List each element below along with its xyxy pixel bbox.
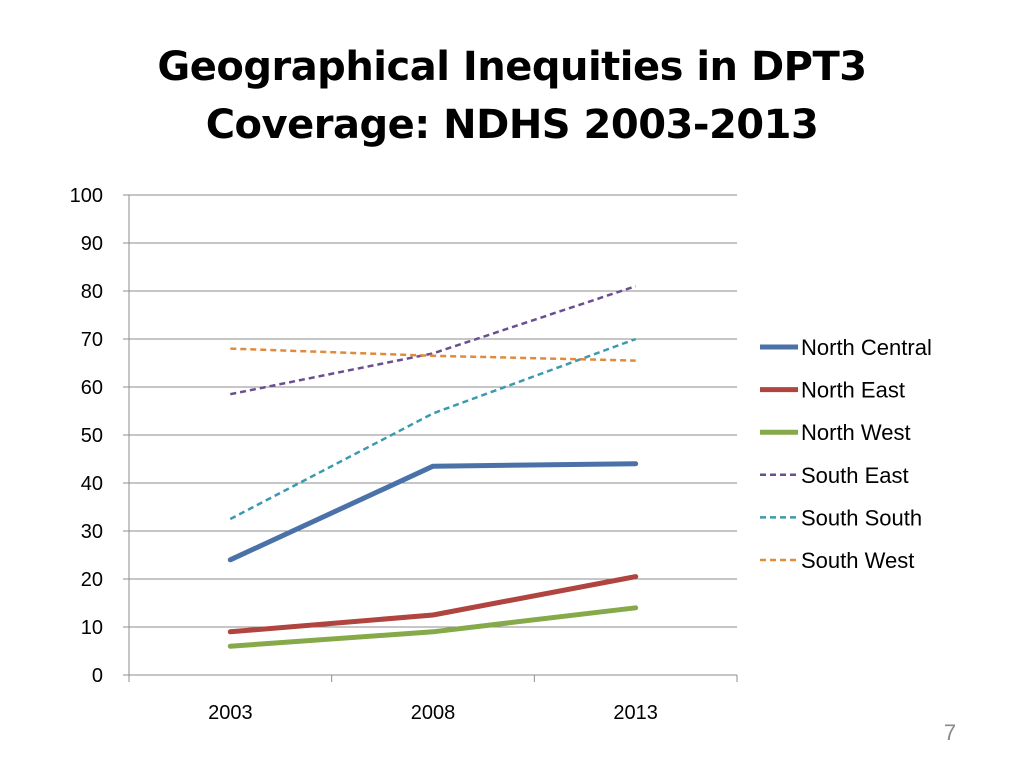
- y-tick-label-80: 80: [81, 281, 103, 303]
- series-line-south-south: [229, 337, 637, 521]
- slide-title: Geographical Inequities in DPT3 Coverage…: [60, 38, 964, 154]
- series-line-north-west: [227, 605, 639, 649]
- series-line-south-west: [230, 347, 636, 362]
- series-lines: [227, 285, 639, 649]
- legend-label-south-east: South East: [801, 463, 909, 488]
- axes: 0 10 20 30 40 50 60 70 80 90 100 2003 2008 2013: [70, 185, 738, 724]
- legend-label-north-east: North East: [801, 378, 905, 403]
- y-tick-label-0: 0: [92, 665, 103, 687]
- y-tick-label-20: 20: [81, 569, 103, 591]
- gridlines: [129, 194, 737, 628]
- legend: North Central North East North West South E…: [760, 335, 932, 573]
- y-tick-label-30: 30: [81, 521, 103, 543]
- x-tick-label-2013: 2013: [613, 702, 658, 724]
- slide-title-line-1: Geographical Inequities in DPT3: [157, 44, 867, 90]
- series-line-south-east: [230, 285, 637, 396]
- y-tick-label-60: 60: [81, 377, 103, 399]
- y-tick-label-10: 10: [81, 617, 103, 639]
- legend-label-north-central: North Central: [801, 335, 932, 360]
- x-tick-label-2003: 2003: [208, 702, 253, 724]
- legend-label-south-south: South South: [801, 505, 922, 530]
- series-line-north-east: [227, 574, 639, 635]
- y-tick-label-40: 40: [81, 473, 103, 495]
- y-tick-label-50: 50: [81, 425, 103, 447]
- page-number: 7: [943, 720, 957, 745]
- slide-title-line-2: Coverage: NDHS 2003-2013: [205, 102, 819, 148]
- series-line-north-central: [227, 461, 639, 563]
- legend-label-south-west: South West: [801, 548, 914, 573]
- y-tick-label-70: 70: [81, 329, 103, 351]
- y-tick-label-90: 90: [81, 233, 103, 255]
- y-tick-label-100: 100: [70, 185, 103, 207]
- x-tick-label-2008: 2008: [411, 702, 456, 724]
- legend-label-north-west: North West: [801, 420, 911, 445]
